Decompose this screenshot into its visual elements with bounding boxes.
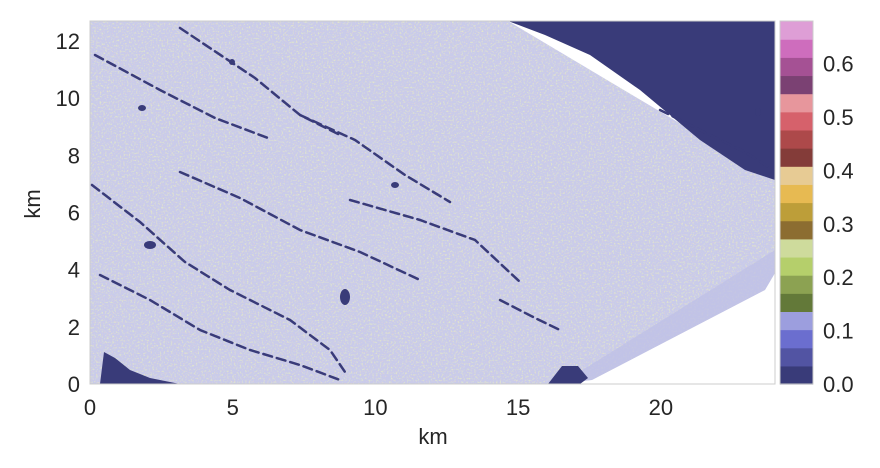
colorbar-swatch: [780, 329, 813, 349]
plot-area: [90, 21, 775, 384]
y-tick-label: 8: [68, 143, 80, 168]
y-tick-label: 2: [68, 315, 80, 340]
colorbar-swatch: [780, 220, 813, 240]
colorbar-swatch: [780, 275, 813, 294]
colorbar-swatch: [780, 238, 813, 258]
low-value-speck: [340, 289, 350, 305]
low-value-blob: [548, 366, 588, 384]
y-tick-label: 4: [68, 258, 80, 283]
colorbar-frame: [779, 20, 814, 385]
x-tick-label: 0: [84, 395, 96, 420]
colorbar-swatch: [780, 293, 813, 312]
colorbar-swatch: [780, 75, 813, 95]
colorbar-swatch: [780, 184, 813, 204]
colorbar-swatch: [780, 202, 813, 222]
y-tick-label: 12: [56, 29, 80, 54]
low-value-streak: [298, 113, 452, 204]
low-value-streak: [348, 198, 522, 284]
colorbar-swatch: [780, 39, 813, 58]
colorbar: [779, 20, 814, 385]
colorbar-swatch: [780, 21, 813, 40]
colorbar-tick-label: 0.4: [823, 158, 854, 183]
colorbar-swatch: [780, 93, 813, 113]
colorbar-swatch: [780, 365, 813, 385]
low-value-speck: [144, 241, 156, 249]
x-axis-label: km: [418, 424, 447, 449]
plot-frame: [89, 20, 776, 385]
low-value-streak: [93, 53, 270, 140]
low-value-region-upper-right: [508, 21, 775, 180]
low-value-speck: [229, 59, 235, 65]
colorbar-ticks: 0.0 0.1 0.2 0.3 0.4 0.5 0.6: [823, 52, 854, 397]
x-tick-label: 5: [227, 395, 239, 420]
low-value-streak: [90, 183, 347, 374]
colorbar-swatch: [780, 347, 813, 367]
colorbar-tick-label: 0.1: [823, 319, 854, 344]
smooth-region-lower-right: [560, 250, 775, 384]
low-value-streak: [98, 273, 342, 382]
low-value-features: [90, 21, 775, 384]
x-axis-ticks: 0 5 10 15 20: [84, 395, 673, 420]
low-value-streak: [658, 108, 772, 170]
colorbar-tick-label: 0.2: [823, 265, 854, 290]
colorbar-swatch: [780, 57, 813, 77]
colorbar-swatch: [780, 129, 813, 149]
low-value-streak: [498, 298, 562, 332]
colorbar-tick-label: 0.6: [823, 52, 854, 77]
x-tick-label: 10: [363, 395, 387, 420]
y-axis-ticks: 0 2 4 6 8 10 12: [56, 29, 80, 397]
y-axis-label: km: [20, 189, 45, 218]
colorbar-swatch: [780, 148, 813, 167]
colorbar-swatch: [780, 166, 813, 185]
colorbar-tick-label: 0.3: [823, 212, 854, 237]
x-tick-label: 20: [649, 395, 673, 420]
y-tick-label: 0: [68, 372, 80, 397]
low-value-blob: [100, 352, 180, 384]
colorbar-tick-label: 0.5: [823, 105, 854, 130]
colorbar-swatch: [780, 256, 813, 276]
low-value-speck: [755, 108, 761, 116]
low-value-speck: [391, 182, 399, 188]
y-tick-label: 6: [68, 201, 80, 226]
colorbar-swatch: [780, 311, 813, 331]
low-value-streak: [178, 170, 422, 282]
x-tick-label: 15: [506, 395, 530, 420]
colorbar-swatch: [780, 111, 813, 131]
colorbar-tick-label: 0.0: [823, 372, 854, 397]
low-value-speck: [138, 105, 146, 111]
y-tick-label: 10: [56, 86, 80, 111]
